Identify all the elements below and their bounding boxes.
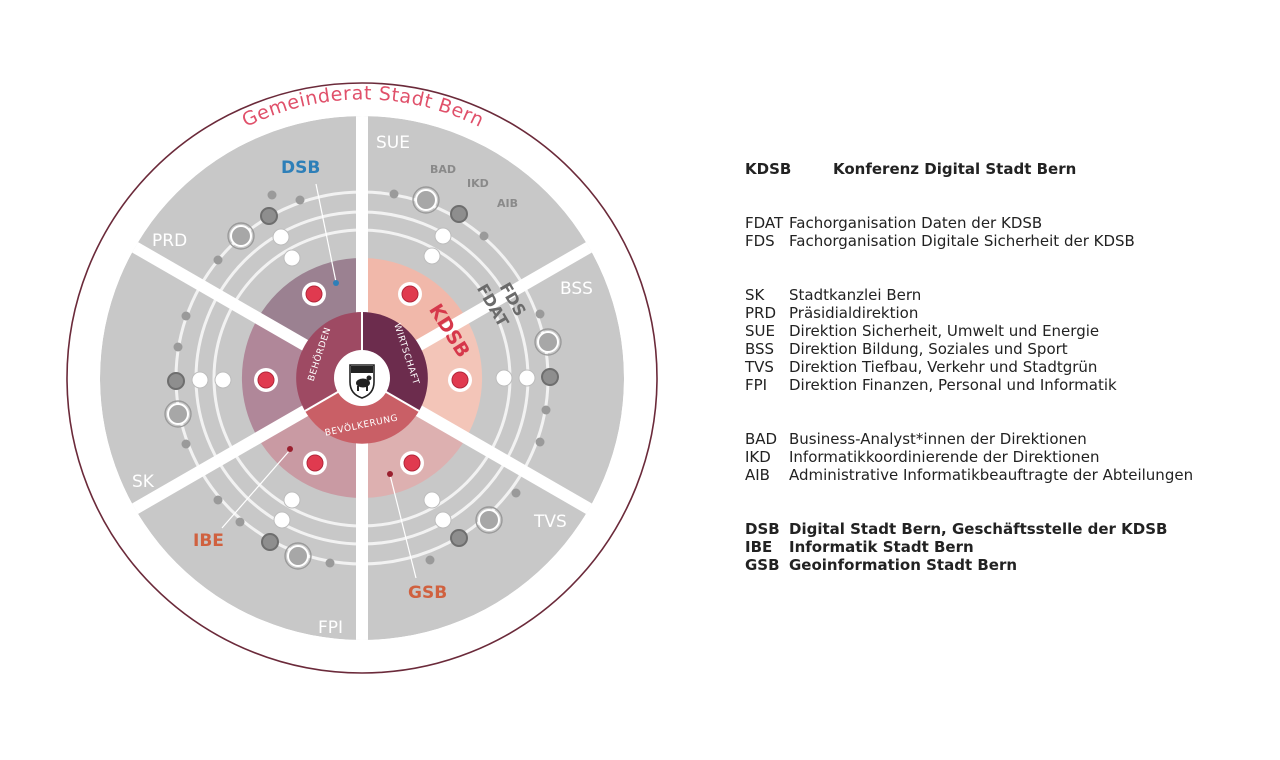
legend-row: FPI Direktion Finanzen, Personal und Info… <box>745 376 1265 394</box>
unit-label-dsb: DSB <box>281 158 320 178</box>
legend-abbr: BSS <box>745 340 775 358</box>
legend-abbr: TVS <box>745 358 774 376</box>
sector-label-bss: BSS <box>560 279 593 299</box>
organisation-diagram: Gemeinderat Stadt Bern SUE BSS TVS FPI S… <box>66 82 658 674</box>
legend-row: TVS Direktion Tiefbau, Verkehr und Stadtg… <box>745 358 1265 376</box>
legend-group: DSB Digital Stadt Bern, Geschäftsstelle d… <box>745 520 1265 574</box>
sector-label-tvs: TVS <box>533 512 567 532</box>
role-dots-large <box>167 189 559 567</box>
legend-group: KDSB Konferenz Digital Stadt Bern <box>745 160 1265 178</box>
sector-label-fpi: FPI <box>318 618 343 638</box>
role-dots-dark <box>167 205 559 551</box>
gsb-leader <box>389 474 417 579</box>
sector-label-sk: SK <box>132 472 155 492</box>
legend-desc: Konferenz Digital Stadt Bern <box>833 160 1077 178</box>
sector-label-sue: SUE <box>376 133 410 153</box>
legend-row: GSB Geoinformation Stadt Bern <box>745 556 1265 574</box>
legend-row: KDSB Konferenz Digital Stadt Bern <box>745 160 1265 178</box>
legend-desc: Business-Analyst*innen der Direktionen <box>789 430 1087 448</box>
role-label-ikd: IKD <box>467 177 489 190</box>
legend-desc: Digital Stadt Bern, Geschäftsstelle der … <box>789 520 1168 538</box>
legend-abbr: DSB <box>745 520 780 538</box>
legend-row: DSB Digital Stadt Bern, Geschäftsstelle d… <box>745 520 1265 538</box>
legend-row: SUE Direktion Sicherheit, Umwelt und Ener… <box>745 322 1265 340</box>
legend-abbr: IBE <box>745 538 773 556</box>
core-bevoelkerung <box>305 378 419 444</box>
legend-desc: Fachorganisation Digitale Sicherheit der… <box>789 232 1135 250</box>
legend-row: SK Stadtkanzlei Bern <box>745 286 1265 304</box>
dsb-leader <box>315 183 337 283</box>
legend-row: PRD Präsidialdirektion <box>745 304 1265 322</box>
legend-desc: Direktion Sicherheit, Umwelt und Energie <box>789 322 1100 340</box>
legend-group: BAD Business-Analyst*innen der Direktione… <box>745 430 1265 484</box>
legend-abbr: PRD <box>745 304 777 322</box>
legend-row: BAD Business-Analyst*innen der Direktione… <box>745 430 1265 448</box>
legend-row: BSS Direktion Bildung, Soziales und Sport <box>745 340 1265 358</box>
outer-dots <box>173 189 551 568</box>
legend-desc: Stadtkanzlei Bern <box>789 286 922 304</box>
sector-label-prd: PRD <box>152 231 187 251</box>
legend-group: FDAT Fachorganisation Daten der KDSB FDS Fa… <box>745 214 1265 250</box>
role-rings <box>164 186 562 570</box>
legend-abbr: SK <box>745 286 765 304</box>
legend-abbr: FDS <box>745 232 775 250</box>
legend-group: SK Stadtkanzlei Bern PRD Präsidialdirektion… <box>745 286 1265 394</box>
legend-desc: Geoinformation Stadt Bern <box>789 556 1018 574</box>
legend-abbr: SUE <box>745 322 775 340</box>
legend-abbr: BAD <box>745 430 778 448</box>
legend-abbr: AIB <box>745 466 770 484</box>
legend-abbr: GSB <box>745 556 780 574</box>
legend-desc: Direktion Bildung, Soziales und Sport <box>789 340 1068 358</box>
legend-row: IBE Informatik Stadt Bern <box>745 538 1265 556</box>
legend-desc: Informatikkoordinierende der Direktionen <box>789 448 1100 466</box>
unit-label-gsb: GSB <box>408 583 447 603</box>
legend-row: FDS Fachorganisation Digitale Sicherheit … <box>745 232 1265 250</box>
legend-row: FDAT Fachorganisation Daten der KDSB <box>745 214 1265 232</box>
bern-coat-of-arms-icon <box>349 364 375 399</box>
legend-desc: Direktion Tiefbau, Verkehr und Stadtgrün <box>789 358 1098 376</box>
unit-label-ibe: IBE <box>193 531 224 551</box>
role-label-aib: AIB <box>497 197 518 210</box>
ibe-leader <box>221 449 291 529</box>
legend-desc: Direktion Finanzen, Personal und Informa… <box>789 376 1117 394</box>
legend-abbr: IKD <box>745 448 771 466</box>
legend-desc: Informatik Stadt Bern <box>789 538 974 556</box>
legend-abbr: KDSB <box>745 160 792 178</box>
legend-desc: Administrative Informatikbeauftragte der… <box>789 466 1194 484</box>
legend-desc: Präsidialdirektion <box>789 304 919 322</box>
role-label-bad: BAD <box>430 163 456 176</box>
kdsb-member-dots <box>254 282 472 475</box>
legend-row: AIB Administrative Informatikbeauftragte … <box>745 466 1265 484</box>
legend-row: IKD Informatikkoordinierende der Direktio… <box>745 448 1265 466</box>
legend-abbr: FPI <box>745 376 768 394</box>
legend-desc: Fachorganisation Daten der KDSB <box>789 214 1043 232</box>
white-dots <box>191 227 536 529</box>
legend-abbr: FDAT <box>745 214 784 232</box>
legend: KDSB Konferenz Digital Stadt Bern FDAT Fach… <box>745 160 1265 610</box>
